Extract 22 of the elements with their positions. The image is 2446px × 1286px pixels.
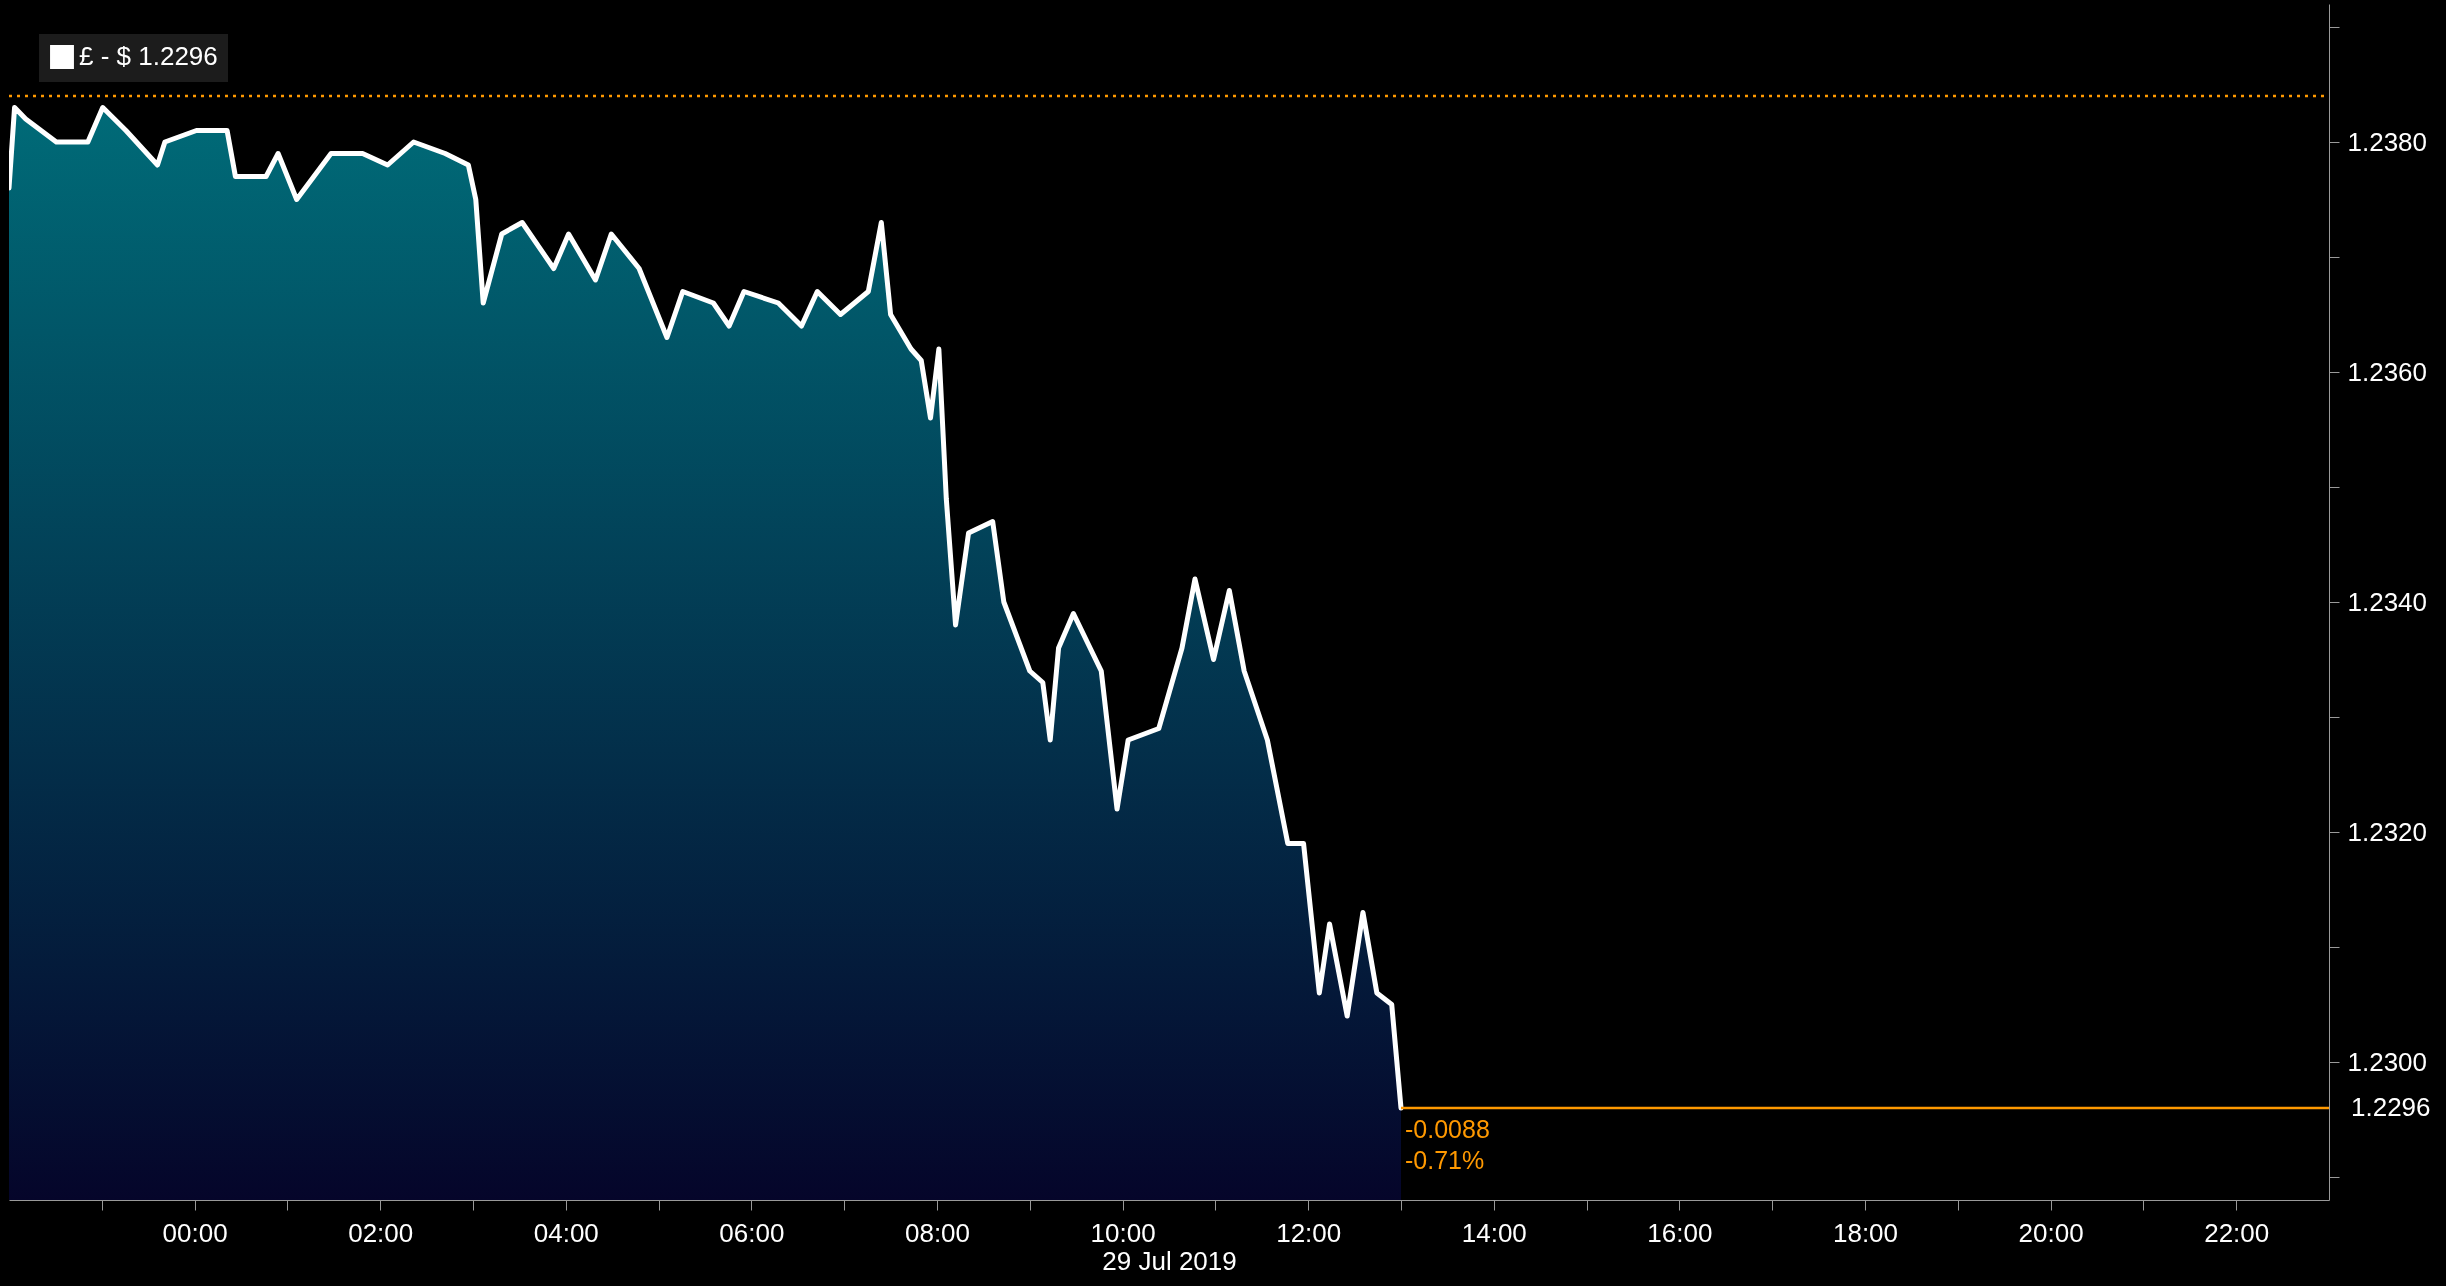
x-tick-label: 16:00 bbox=[1647, 1217, 1713, 1248]
y-tick-label: 1.2300 bbox=[2347, 1046, 2428, 1077]
x-axis-title: 29 Jul 2019 bbox=[1102, 1245, 1237, 1276]
x-tick-label: 18:00 bbox=[1832, 1217, 1899, 1248]
x-tick-label: 12:00 bbox=[1276, 1217, 1342, 1248]
x-tick-label: 10:00 bbox=[1090, 1217, 1156, 1248]
x-tick-label: 02:00 bbox=[348, 1217, 414, 1248]
annotation: -0.0088 bbox=[1405, 1115, 1490, 1143]
x-tick-label: 00:00 bbox=[162, 1217, 228, 1248]
x-tick-label: 14:00 bbox=[1461, 1217, 1527, 1248]
x-tick-label: 04:00 bbox=[533, 1217, 599, 1248]
x-tick-label: 22:00 bbox=[2204, 1217, 2270, 1248]
y-tick-label: 1.2380 bbox=[2347, 126, 2428, 157]
x-tick-label: 06:00 bbox=[719, 1217, 785, 1248]
y-tick-label: 1.2320 bbox=[2347, 816, 2428, 847]
ref-line-label: 1.2296 bbox=[2351, 1092, 2431, 1122]
y-tick-label: 1.2360 bbox=[2347, 356, 2428, 387]
x-tick-label: 20:00 bbox=[2018, 1217, 2084, 1248]
legend-label: £ - $ 1.2296 bbox=[79, 41, 218, 71]
annotation: -0.71% bbox=[1405, 1146, 1485, 1174]
x-tick-label: 08:00 bbox=[904, 1217, 971, 1248]
y-tick-label: 1.2340 bbox=[2347, 586, 2428, 617]
